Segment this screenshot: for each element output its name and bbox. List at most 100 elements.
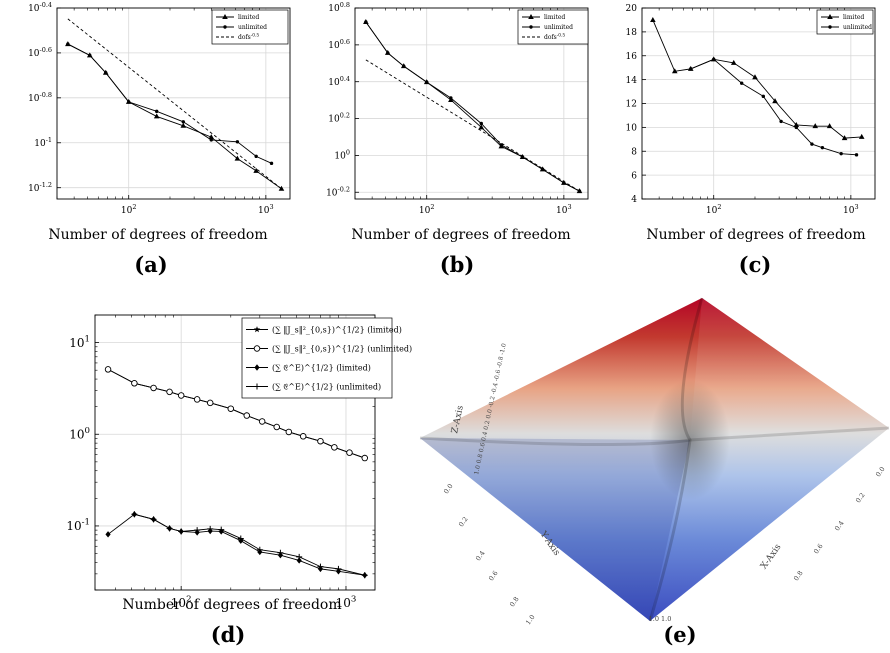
- data-point: [155, 109, 159, 114]
- legend-label: dofs-0.5: [544, 33, 565, 41]
- legend-label: limited: [544, 14, 565, 21]
- data-point: [478, 124, 485, 130]
- data-point: [761, 94, 766, 99]
- legend-box: [816, 9, 874, 35]
- data-point: [234, 155, 241, 161]
- series-1: [689, 57, 859, 157]
- data-point: [520, 155, 525, 159]
- x-tick-label: 0.6: [812, 542, 824, 555]
- data-point: [650, 16, 656, 22]
- data-point: [317, 563, 324, 570]
- series-line: [365, 59, 580, 192]
- data-point: [820, 145, 825, 150]
- data-point: [335, 565, 342, 572]
- plot-frame: [56, 7, 291, 200]
- chart-b-caption: (b): [439, 252, 475, 277]
- data-point: [166, 525, 173, 532]
- data-point: [180, 122, 187, 128]
- y-tick-label: 100: [69, 426, 90, 441]
- x-tick-label: 102: [121, 203, 137, 216]
- legend-label: dofs-0.5: [238, 33, 259, 41]
- data-point: [730, 59, 737, 65]
- x-tick-label: 103: [843, 203, 859, 216]
- data-point: [153, 113, 160, 119]
- legend: (∑ ‖J_s‖²_{0,s})^{1/2} (limited) (∑ ‖J_s‖…: [241, 317, 412, 399]
- data-point: [772, 98, 778, 104]
- data-point: [208, 134, 215, 140]
- data-point: [540, 167, 545, 172]
- legend-label: limited: [238, 14, 259, 21]
- data-point: [127, 100, 131, 104]
- series-1: [364, 20, 582, 193]
- surface-face-shade: [690, 298, 889, 440]
- legend-label: (∑ 𝔈^E)^{1/2} (unlimited): [272, 383, 381, 392]
- data-point: [253, 167, 259, 173]
- chart-a-caption: (a): [134, 252, 168, 277]
- legend-marker: [529, 25, 533, 29]
- legend-marker: [528, 14, 534, 19]
- data-point: [841, 135, 848, 141]
- data-point: [218, 526, 225, 533]
- chart-a: 102 103 10-1.2 10-1 10-0.8 10-0.6 10-0.4 limite…: [28, 1, 291, 216]
- y-tick-label: 16: [626, 52, 638, 62]
- chart-c-caption: (c): [738, 252, 772, 277]
- y-tick-label: 0.4: [474, 549, 486, 562]
- series-3: [131, 511, 368, 579]
- data-point: [194, 527, 201, 534]
- chart-b: 102 103 10-0.2 100 100.2 100.4 100.6 100.8 limit…: [326, 1, 589, 216]
- data-point: [689, 67, 693, 71]
- y-tick-label: 100.2: [328, 112, 350, 125]
- data-point: [150, 516, 157, 523]
- legend-label: (∑ 𝔈^E)^{1/2} (limited): [272, 364, 371, 373]
- data-point: [277, 549, 284, 556]
- data-point: [66, 42, 70, 46]
- legend-marker: [222, 14, 228, 19]
- series-line: [365, 21, 580, 192]
- series-1: [66, 42, 274, 166]
- data-point: [269, 161, 274, 166]
- data-point: [207, 525, 214, 532]
- y-tick-label: 12: [626, 100, 637, 110]
- data-point: [273, 423, 280, 431]
- y-tick-label: 0.2: [457, 515, 469, 528]
- data-point: [331, 444, 338, 451]
- legend-marker: [253, 345, 261, 352]
- data-point: [206, 399, 214, 407]
- data-point: [166, 388, 173, 396]
- data-point: [364, 20, 368, 24]
- data-point: [402, 64, 406, 68]
- data-point: [177, 392, 185, 399]
- legend-marker: [223, 25, 227, 29]
- chart-d-caption: (d): [210, 622, 246, 647]
- x-tick-label: 103: [258, 203, 274, 216]
- y-tick-label: 18: [626, 28, 638, 38]
- data-point: [361, 572, 368, 579]
- series-2: [365, 59, 580, 192]
- legend-label: unlimited: [843, 24, 872, 31]
- data-point: [256, 546, 263, 553]
- data-point: [105, 531, 111, 538]
- data-point: [740, 81, 744, 85]
- data-point: [794, 125, 798, 130]
- x-tick-label: 103: [556, 203, 572, 216]
- x-tick-label: 102: [171, 595, 192, 610]
- data-point: [793, 121, 800, 127]
- y-tick-label: 6: [631, 171, 637, 181]
- y-tick-label: 10-1.2: [28, 181, 52, 194]
- chart-a-xlabel: Number of degrees of freedom: [48, 227, 268, 243]
- data-point: [285, 428, 293, 436]
- x-tick-label: 102: [419, 203, 435, 216]
- data-point: [150, 384, 157, 392]
- x-tick-label: 0.2: [854, 491, 866, 504]
- data-point: [243, 412, 251, 419]
- y-tick-label: 10: [626, 124, 638, 134]
- y-tick-label: 8: [631, 147, 637, 157]
- surface-pinch: [650, 380, 730, 500]
- y-tick-label: 100: [334, 149, 350, 162]
- legend-box: [241, 317, 393, 399]
- y-tick-label: 20: [626, 4, 638, 14]
- grid: [642, 7, 875, 200]
- x-tick-label: 0.0: [874, 465, 886, 478]
- plot-frame: [354, 7, 589, 200]
- legend-label: unlimited: [238, 24, 267, 31]
